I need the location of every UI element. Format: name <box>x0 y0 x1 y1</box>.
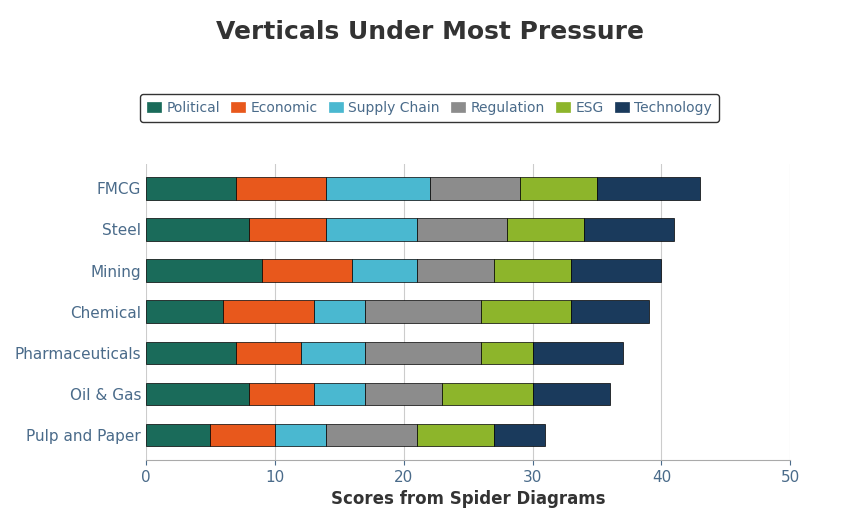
Bar <box>520 177 597 200</box>
Bar <box>223 300 314 323</box>
Bar <box>210 424 275 447</box>
Bar <box>146 383 249 405</box>
Bar <box>481 341 533 364</box>
Bar <box>301 341 365 364</box>
Text: Verticals Under Most Pressure: Verticals Under Most Pressure <box>216 20 643 44</box>
Bar <box>533 341 623 364</box>
Bar <box>533 383 610 405</box>
Bar <box>326 424 417 447</box>
Bar <box>262 259 352 282</box>
Bar <box>507 218 584 241</box>
Bar <box>494 424 545 447</box>
Bar <box>146 300 223 323</box>
Bar <box>481 300 571 323</box>
Bar <box>584 218 674 241</box>
Bar <box>494 259 571 282</box>
Bar <box>146 177 236 200</box>
Bar <box>249 218 326 241</box>
Bar <box>236 341 301 364</box>
Bar <box>146 218 249 241</box>
Legend: Political, Economic, Supply Chain, Regulation, ESG, Technology: Political, Economic, Supply Chain, Regul… <box>140 94 719 122</box>
Bar <box>146 424 210 447</box>
Bar <box>417 218 507 241</box>
Bar <box>365 300 481 323</box>
Bar <box>326 218 417 241</box>
Bar <box>326 177 430 200</box>
Bar <box>365 383 442 405</box>
Bar <box>249 383 314 405</box>
Bar <box>442 383 533 405</box>
Bar <box>365 341 481 364</box>
Bar <box>314 300 365 323</box>
Bar <box>571 259 661 282</box>
Bar <box>352 259 417 282</box>
Bar <box>597 177 700 200</box>
Bar <box>314 383 365 405</box>
Bar <box>146 259 262 282</box>
Bar <box>417 259 494 282</box>
Bar <box>430 177 520 200</box>
Bar <box>571 300 649 323</box>
Bar <box>146 341 236 364</box>
X-axis label: Scores from Spider Diagrams: Scores from Spider Diagrams <box>331 490 606 508</box>
Bar <box>236 177 326 200</box>
Bar <box>417 424 494 447</box>
Bar <box>275 424 326 447</box>
